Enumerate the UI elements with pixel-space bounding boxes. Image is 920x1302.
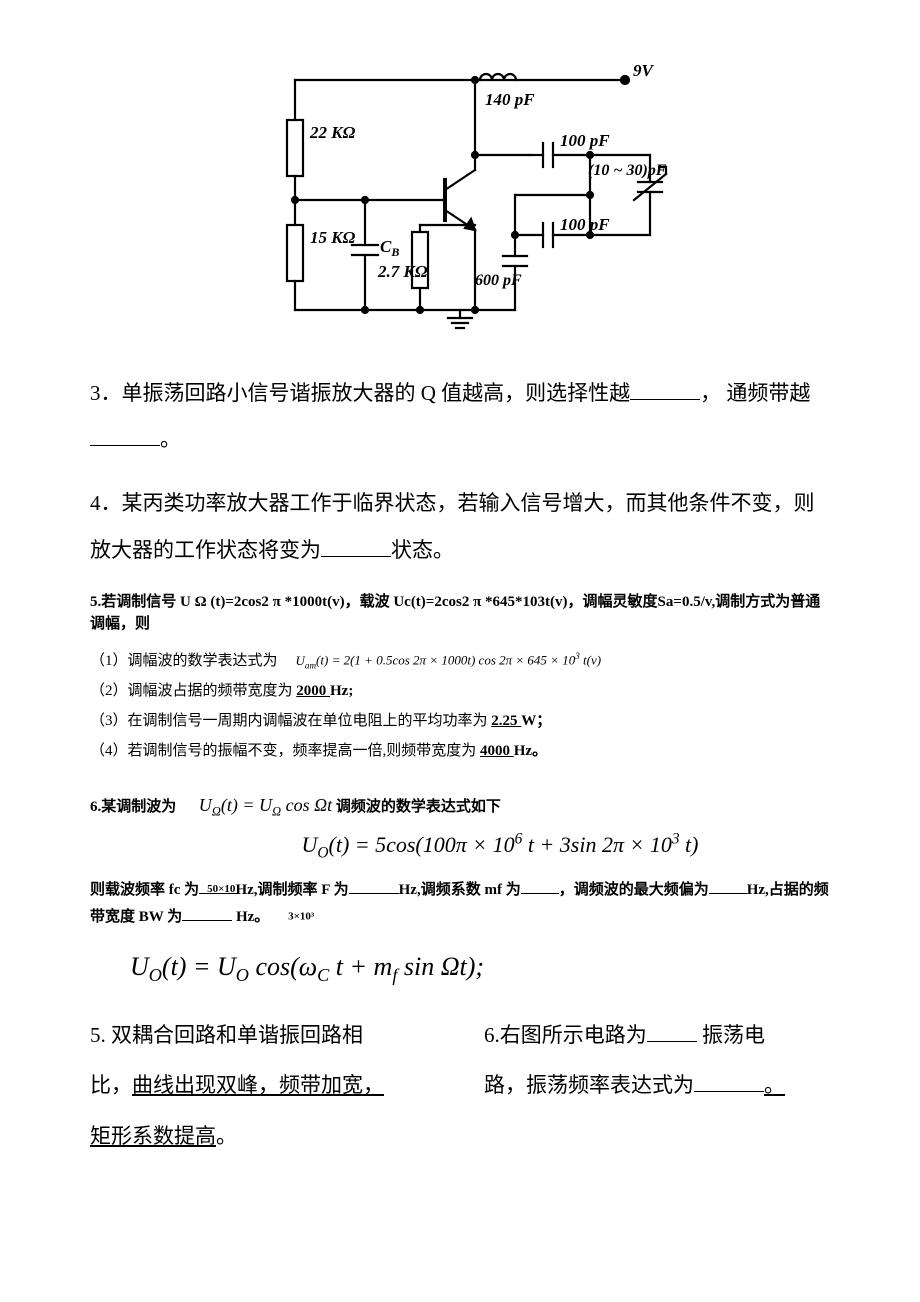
q6-tail: 则载波频率 fc 为50×10Hz,调制频率 F 为Hz,调频系数 mf 为，调…: [90, 877, 830, 931]
q5-item1-label: （1）调幅波的数学表达式为: [90, 646, 278, 676]
q3-blank-1: [630, 380, 700, 400]
label-9v: 9V: [633, 61, 655, 80]
q6-tail-a: 则载波频率 fc 为: [90, 882, 199, 898]
q6-tail-c: 调频系数 mf 为: [421, 882, 521, 898]
q3-text-b: 通频带越: [726, 381, 810, 405]
q5-item2-label: （2）调幅波占据的频带宽度为: [90, 683, 293, 699]
q6-header-a: 6.某调制波为: [90, 799, 176, 815]
q5b-line2b: 曲线出现双峰，频带加宽，: [132, 1073, 384, 1097]
question-6-header: 6.某调制波为 UΩ(t) = UΩ cos Ωt 调频波的数学表达式如下: [90, 791, 830, 822]
q4-blank: [321, 537, 391, 557]
q3-tail: 。: [160, 427, 181, 451]
label-600pf: 600 pF: [475, 272, 522, 289]
q5-item4-val: 4000: [480, 743, 510, 759]
q5-item4-unit: Hz。: [514, 743, 547, 759]
q5-item2-val: 2000: [296, 683, 326, 699]
q6-blank-2: [349, 879, 399, 894]
circuit-diagram: 9V 22 KΩ 15 KΩ CB 2.7 KΩ 140 pF 100 pF 1…: [90, 60, 830, 340]
q5-item1-formula: Uam(t) = 2(1 + 0.5cos 2π × 1000t) cos 2π…: [296, 647, 602, 674]
question-5-items: （1）调幅波的数学表达式为 Uam(t) = 2(1 + 0.5cos 2π ×…: [90, 646, 830, 766]
q5-item4-label: （4）若调制信号的振幅不变，频率提高一倍,则频带宽度为: [90, 743, 476, 759]
q6b-line1b: 振荡电: [697, 1023, 765, 1047]
q6b-blank-2: [694, 1072, 764, 1092]
label-140pf: 140 pF: [485, 90, 535, 109]
q5b-tail: 。: [216, 1124, 237, 1148]
q5-item3-val: 2.25: [491, 713, 517, 729]
circuit-svg: 9V 22 KΩ 15 KΩ CB 2.7 KΩ 140 pF 100 pF 1…: [250, 60, 670, 330]
q6-tail-c-tail: ，调频波的最大频偏为: [559, 882, 709, 898]
column-left-q5b: 5. 双耦合回路和单谐振回路相 比，曲线出现双峰，频带加宽， 矩形系数提高。: [90, 1010, 436, 1161]
question-4: 4．某丙类功率放大器工作于临界状态，若输入信号增大，而其他条件不变，则放大器的工…: [90, 480, 830, 572]
q6-header-b: 调频波的数学表达式如下: [336, 799, 501, 815]
q6-blank-3: [521, 879, 559, 894]
label-100pf-b: 100 pF: [560, 215, 610, 234]
label-22k: 22 KΩ: [309, 123, 356, 142]
q6-tail-d-unit: Hz。: [232, 909, 269, 925]
q5-item3-label: （3）在调制信号一周期内调幅波在单位电阻上的平均功率为: [90, 713, 488, 729]
question-5-header: 5.若调制信号 U Ω (t)=2cos2 π *1000t(v)，载波 Uc(…: [90, 591, 830, 636]
q5b-line1: 5. 双耦合回路和单谐振回路相: [90, 1023, 363, 1047]
q6-big-formula: UO(t) = UO cos(ωC t + mf sin Ωt);: [130, 946, 830, 990]
q5-item3-unit: W；: [521, 713, 551, 729]
q6b-blank-1: [647, 1022, 697, 1042]
q4-text-b: 状态。: [391, 538, 454, 562]
q3-blank-2: [90, 426, 160, 446]
q6-blank-5: [182, 906, 232, 921]
q6b-line2b: 。: [764, 1073, 785, 1097]
q6b-line2a: 路，振荡频率表达式为: [484, 1073, 694, 1097]
q3-text-a: 3．单振荡回路小信号谐振放大器的 Q 值越高，则选择性越: [90, 381, 630, 405]
label-cb: CB: [380, 237, 399, 259]
q6-tail-b-unit: Hz,: [399, 882, 421, 898]
q6-header-formula: UΩ(t) = UΩ cos Ωt: [199, 795, 332, 815]
q5b-line2a: 比，: [90, 1073, 132, 1097]
q5-item2-unit: Hz;: [330, 683, 353, 699]
q3-comma: ，: [700, 381, 721, 405]
q6-tail-b: 调制频率 F 为: [258, 882, 349, 898]
label-var-cap: (10 ~ 30)pF: [588, 162, 667, 179]
label-100pf-a: 100 pF: [560, 131, 610, 150]
q6-main-formula: UO(t) = 5cos(100π × 106 t + 3sin 2π × 10…: [170, 827, 830, 866]
q6-small-1: 50×10: [207, 883, 235, 895]
q6-blank-4: [709, 879, 747, 894]
q6-small-2: 3×10³: [288, 910, 314, 922]
label-15k: 15 KΩ: [310, 228, 356, 247]
label-27k: 2.7 KΩ: [377, 262, 428, 281]
question-3: 3．单振荡回路小信号谐振放大器的 Q 值越高，则选择性越 ， 通频带越 。: [90, 370, 830, 462]
q5b-line3: 矩形系数提高: [90, 1124, 216, 1148]
column-right-q6b: 6.右图所示电路为 振荡电 路，振荡频率表达式为 。: [484, 1010, 830, 1161]
q6b-line1a: 6.右图所示电路为: [484, 1023, 647, 1047]
two-column-section: 5. 双耦合回路和单谐振回路相 比，曲线出现双峰，频带加宽， 矩形系数提高。 6…: [90, 1010, 830, 1161]
